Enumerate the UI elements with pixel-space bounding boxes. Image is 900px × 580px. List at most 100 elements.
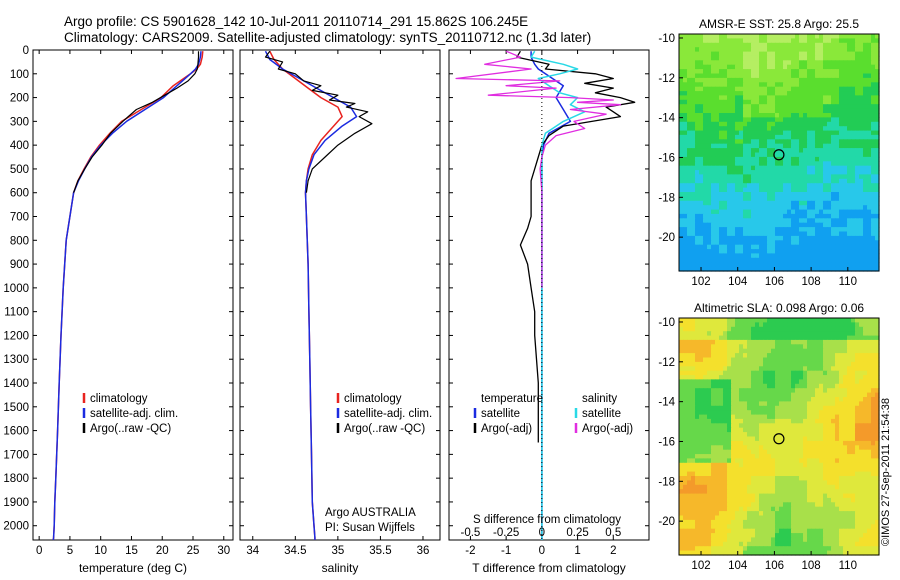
series-line-argo-raw-qc: [264, 50, 373, 193]
y-tick-label: 500: [10, 164, 29, 176]
plot-frame: [32, 49, 234, 541]
lon-tick-label: 110: [839, 560, 857, 572]
lon-tick-label: 108: [802, 276, 821, 288]
lat-tick-label: -20: [658, 516, 675, 528]
x-tick-label: 0: [36, 545, 42, 557]
lat-tick-label: -12: [658, 73, 675, 85]
legend-entry-climatology: climatology: [90, 393, 148, 405]
y-tick-label: 400: [10, 140, 29, 152]
x-tick-label: -1: [501, 545, 511, 557]
temperature-panel: 0 5 10 15 20 25 300100200300400500600700800900…: [3, 45, 234, 575]
lat-tick-label: -14: [658, 113, 675, 125]
lat-tick-label: -20: [658, 232, 675, 244]
legend-header-temperature: temperature: [481, 393, 543, 405]
sst-map-panel: AMSR-E SST: 25.8 Argo: 25.5 102 104 106 108 1…: [658, 17, 880, 288]
salinity-panel: 34 34.5 35 35.5 36 salinity climatology satelli…: [239, 49, 441, 575]
y-tick-label: 200: [10, 93, 29, 105]
series-line-argo-raw-qc: [73, 51, 200, 193]
x-tick-label: 25: [187, 545, 200, 557]
x-tick-label: 20: [156, 545, 169, 557]
sla-map-panel: Altimetric SLA: 0.098 Argo: 0.06 102 104 10…: [658, 301, 880, 572]
argo-annotation-line1: Argo AUSTRALIA: [325, 507, 416, 519]
y-tick-label: 1300: [3, 354, 29, 366]
legend-entry-s-satellite: satellite: [582, 408, 621, 420]
lat-tick-label: -18: [658, 476, 675, 488]
legend-entry-t-satellite: satellite: [481, 408, 520, 420]
plot-frame: [448, 49, 650, 541]
map-title: Altimetric SLA: 0.098 Argo: 0.06: [694, 301, 864, 315]
lon-tick-label: 104: [728, 560, 748, 572]
legend-entry-s-argo-adj: Argo(-adj): [582, 423, 633, 435]
lat-tick-label: -14: [658, 397, 675, 409]
x-axis-label: temperature (deg C): [79, 561, 187, 575]
series-line-satellite-adj-clim: [264, 50, 358, 540]
argo-annotation-line2: PI: Susan Wijffels: [325, 522, 415, 534]
x-tick-label: 10: [94, 545, 107, 557]
heatmap-field: [679, 318, 880, 556]
map-frame: [678, 33, 880, 272]
s-tick-label: -0.25: [493, 527, 519, 539]
x-tick-label: 35.5: [369, 545, 391, 557]
y-tick-label: 600: [10, 188, 29, 200]
map-frame: [678, 317, 880, 556]
y-tick-label: 700: [10, 212, 29, 224]
legend-entry-climatology: climatology: [344, 393, 402, 405]
y-tick-label: 1000: [3, 283, 29, 295]
legend-header-salinity: salinity: [582, 393, 617, 405]
s-tick-label: 0.25: [566, 527, 588, 539]
legend-entry-argo-raw-qc: Argo(..raw -QC): [344, 423, 425, 435]
heatmap-field: [679, 34, 880, 272]
y-tick-label: 800: [10, 235, 29, 247]
s-tick-label: 0.5: [605, 527, 621, 539]
y-tick-label: 300: [10, 116, 29, 128]
x-tick-label: 36: [417, 545, 430, 557]
x-tick-label: 1: [574, 545, 580, 557]
legend-entry-t-argo-adj: Argo(-adj): [481, 423, 532, 435]
lon-tick-label: 102: [691, 276, 710, 288]
series-line-t-argo-adj: [516, 50, 636, 443]
y-tick-label: 1400: [3, 378, 29, 390]
x-tick-label: 15: [125, 545, 138, 557]
y-tick-label: 1100: [4, 307, 29, 319]
y-tick-label: 1800: [3, 473, 29, 485]
x-tick-label: 5: [67, 545, 73, 557]
lon-tick-label: 102: [691, 560, 710, 572]
lat-tick-label: -12: [658, 357, 675, 369]
x-tick-label: 0: [539, 545, 545, 557]
x-axis-label: salinity: [322, 561, 359, 575]
y-tick-label: 100: [10, 69, 29, 81]
s-axis-label: S difference from climatology: [473, 514, 621, 526]
y-tick-label: 2000: [3, 521, 29, 533]
x-axis-label: T difference from climatology: [472, 561, 626, 575]
s-tick-label: -0.5: [461, 527, 481, 539]
lon-tick-label: 106: [765, 276, 784, 288]
climatology-subtitle: Climatology: CARS2009. Satellite-adjuste…: [64, 30, 592, 45]
y-tick-label: 1900: [3, 497, 29, 509]
y-tick-label: 1500: [3, 402, 29, 414]
imos-timestamp: ©IMOS 27-Sep-2011 21:54:38: [880, 398, 892, 546]
y-tick-label: 1200: [3, 330, 29, 342]
y-tick-label: 0: [23, 45, 29, 57]
y-tick-label: 1600: [3, 426, 29, 438]
x-tick-label: -2: [465, 545, 475, 557]
x-tick-label: 35: [331, 545, 344, 557]
x-tick-label: 30: [217, 545, 230, 557]
lat-tick-label: -10: [658, 317, 675, 329]
lat-tick-label: -18: [658, 192, 675, 204]
lon-tick-label: 108: [802, 560, 821, 572]
lon-tick-label: 110: [839, 276, 857, 288]
x-tick-label: 34.5: [284, 545, 306, 557]
legend-entry-satellite-adj-clim: satellite-adj. clim.: [344, 408, 432, 420]
y-tick-label: 1700: [3, 449, 29, 461]
argo-location-marker: [773, 433, 785, 445]
lon-tick-label: 106: [765, 560, 784, 572]
lat-tick-label: -16: [658, 152, 675, 164]
x-tick-label: 2: [610, 545, 616, 557]
s-tick-label: 0: [539, 527, 545, 539]
legend-entry-argo-raw-qc: Argo(..raw -QC): [90, 423, 171, 435]
profile-title: Argo profile: CS 5901628_142 10-Jul-2011…: [64, 14, 529, 29]
difference-panel: -2 -1 0 1 2 T difference from climatology -0.5…: [448, 49, 650, 575]
lon-tick-label: 104: [728, 276, 748, 288]
argo-location-marker: [773, 149, 785, 161]
